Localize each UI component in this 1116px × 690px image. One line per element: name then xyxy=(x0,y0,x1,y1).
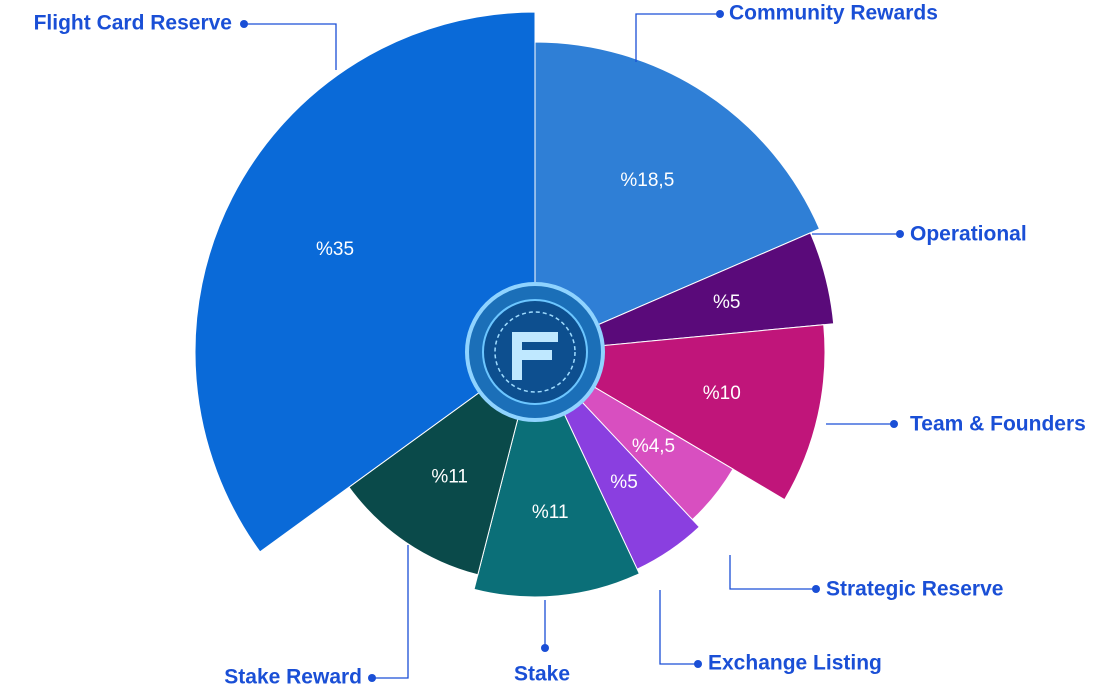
category-label: Stake xyxy=(514,663,570,686)
category-label: Exchange Listing xyxy=(708,652,882,675)
leader-line xyxy=(244,23,337,70)
pie-slice xyxy=(473,350,640,598)
category-label: Strategic Reserve xyxy=(826,578,1003,601)
leader-line xyxy=(729,555,816,590)
leader-dot xyxy=(716,10,724,18)
value-label: %18,5 xyxy=(620,170,674,191)
value-label: %11 xyxy=(431,467,468,488)
pie-slice xyxy=(194,11,536,553)
leader-dot xyxy=(240,20,248,28)
coin-logo xyxy=(465,282,605,422)
leader-dot xyxy=(541,644,549,652)
leader-dot xyxy=(368,674,376,682)
value-label: %10 xyxy=(703,383,741,404)
category-label: Community Rewards xyxy=(729,2,938,25)
pie-slice xyxy=(348,350,536,576)
leader-dot xyxy=(890,420,898,428)
pie-slice xyxy=(533,324,826,501)
category-label: Operational xyxy=(910,223,1027,246)
category-label: Flight Card Reserve xyxy=(34,12,232,35)
leader-line xyxy=(659,590,698,665)
leader-dot xyxy=(812,585,820,593)
leader-dot xyxy=(694,660,702,668)
pie-slice xyxy=(534,41,821,353)
category-label: Stake Reward xyxy=(224,666,362,689)
value-label: %5 xyxy=(610,472,637,493)
value-label: %11 xyxy=(532,502,569,523)
leader-line xyxy=(635,13,720,62)
value-label: %4,5 xyxy=(632,436,675,457)
category-label: Team & Founders xyxy=(910,413,1086,436)
leader-line xyxy=(372,545,409,679)
value-label: %35 xyxy=(316,239,354,260)
value-label: %5 xyxy=(713,292,740,313)
leader-dot xyxy=(896,230,904,238)
pie-slice xyxy=(534,232,835,353)
